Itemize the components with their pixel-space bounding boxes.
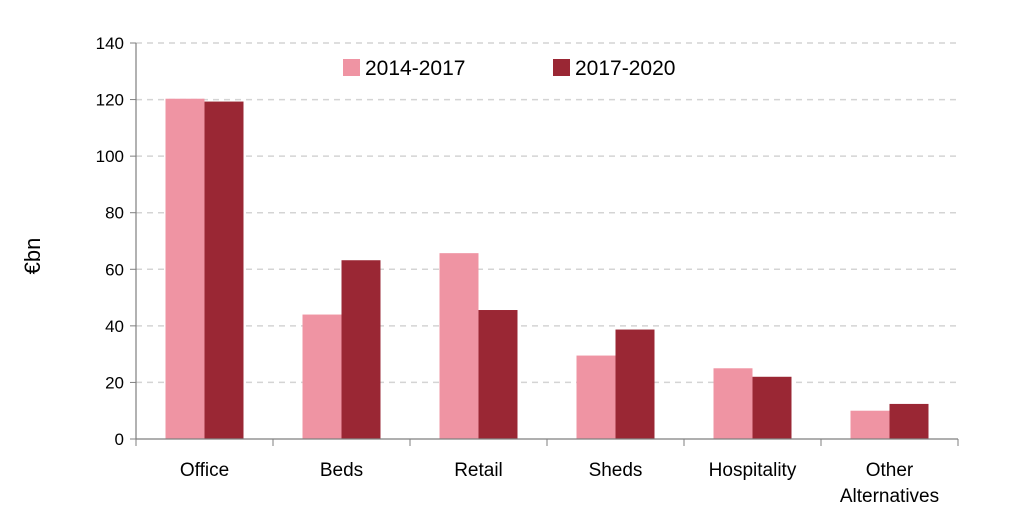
- x-category-label: Hospitality: [709, 460, 797, 481]
- bars: [165, 98, 929, 440]
- x-category-labels: Office Beds Retail Sheds Hospitality Other Alt…: [180, 460, 939, 507]
- y-tick-label: 0: [115, 430, 124, 449]
- bar: [165, 98, 205, 440]
- bar: [713, 368, 753, 439]
- bar: [478, 310, 518, 439]
- y-tick-label: 40: [105, 317, 124, 336]
- y-tick-label: 100: [96, 147, 124, 166]
- x-category-label: Office: [180, 460, 229, 481]
- legend-swatch: [553, 59, 570, 76]
- axes: [130, 42, 959, 446]
- legend-label: 2017-2020: [575, 57, 675, 80]
- bar: [576, 355, 616, 439]
- x-category-label: Sheds: [589, 460, 643, 481]
- x-category-label: Beds: [320, 460, 363, 481]
- bar: [850, 410, 890, 439]
- x-category-label: Retail: [454, 460, 503, 481]
- legend-label: 2014-2017: [365, 57, 465, 80]
- bar: [439, 253, 479, 439]
- legend: 2014-2017 2017-2020: [343, 57, 675, 80]
- y-tick-label: 140: [96, 34, 124, 53]
- bar: [341, 260, 381, 439]
- y-tick-label: 60: [105, 260, 124, 279]
- y-tick-label: 120: [96, 91, 124, 110]
- bar: [302, 314, 342, 439]
- bar: [752, 376, 792, 439]
- x-category-label: Other Alternatives: [840, 460, 939, 507]
- bar: [204, 101, 244, 440]
- y-tick-labels: 0 20 40 60 80 100 120 140: [96, 34, 124, 449]
- legend-swatch: [343, 59, 360, 76]
- y-axis-label: €bn: [20, 238, 45, 275]
- gridlines: [136, 42, 958, 384]
- bar: [889, 403, 929, 439]
- y-tick-label: 20: [105, 373, 124, 392]
- bar: [615, 329, 655, 439]
- y-tick-label: 80: [105, 204, 124, 223]
